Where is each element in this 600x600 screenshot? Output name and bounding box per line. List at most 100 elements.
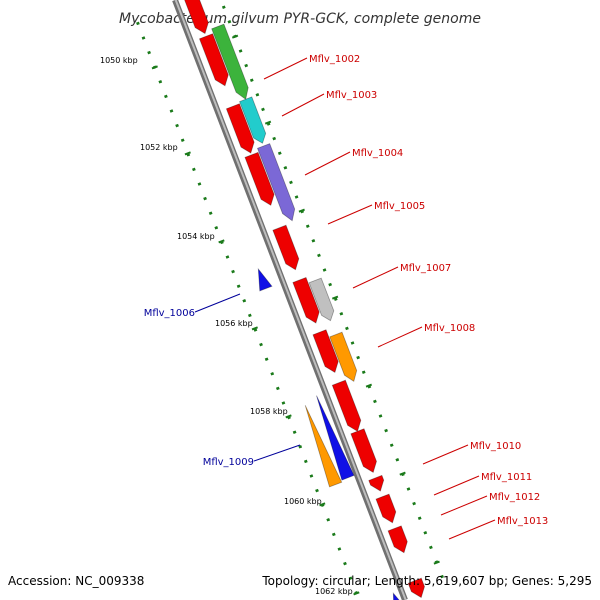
minor-tick (389, 443, 394, 447)
minor-tick (275, 386, 280, 391)
minor-tick (367, 385, 372, 389)
gene-label-mflv_1003[interactable]: Mflv_1003 (326, 90, 377, 101)
minor-tick (227, 20, 232, 24)
gene-feature-mflv_1008 (329, 331, 358, 382)
minor-tick (429, 545, 433, 550)
gene-feature-mflv_1003 (239, 96, 267, 144)
minor-tick (255, 93, 260, 97)
minor-tick (423, 531, 428, 535)
tick-label: 1052 kbp (140, 143, 178, 152)
minor-tick (305, 224, 310, 228)
minor-tick (219, 240, 224, 245)
cds-feature (184, 0, 209, 35)
tick-label: 1058 kbp (250, 407, 288, 416)
minor-tick (277, 151, 282, 155)
gene-label-mflv_1008[interactable]: Mflv_1008 (424, 323, 475, 334)
minor-tick (186, 153, 191, 157)
minor-tick (247, 313, 252, 318)
minor-tick (164, 94, 168, 99)
label-leader-line (352, 266, 399, 289)
minor-tick (333, 297, 338, 301)
minor-tick (169, 109, 174, 113)
minor-tick (303, 459, 308, 464)
gene-label-mflv_1006[interactable]: Mflv_1006 (144, 308, 195, 319)
label-leader-line (253, 444, 301, 462)
genome-title: Mycobacterium gilvum PYR-GCK, complete g… (119, 11, 481, 27)
cds-feature (198, 33, 229, 87)
minor-tick (331, 532, 336, 537)
minor-tick (233, 34, 237, 39)
gene-label-mflv_1004[interactable]: Mflv_1004 (352, 148, 403, 159)
gene-label-mflv_1011[interactable]: Mflv_1011 (481, 472, 532, 483)
minor-tick (249, 78, 254, 82)
gene-features (184, 0, 425, 600)
minor-tick (378, 414, 383, 418)
minor-tick (261, 107, 265, 112)
cds-feature (312, 329, 339, 374)
accession-text: Accession: NC_009338 (8, 574, 145, 588)
minor-tick (287, 415, 291, 420)
minor-tick (141, 36, 146, 40)
minor-tick (343, 561, 347, 566)
tick-label: 1060 kbp (284, 497, 322, 506)
gene-feature-mflv_1009 (304, 405, 343, 488)
cds-feature (387, 525, 408, 554)
tick-mark (184, 151, 191, 156)
minor-tick (270, 372, 275, 376)
label-leader-line (433, 475, 480, 496)
minor-tick (294, 195, 299, 199)
tick-label: 1062 kbp (315, 587, 353, 596)
minor-tick (283, 166, 288, 170)
minor-tick (309, 474, 314, 478)
minor-tick (311, 239, 316, 243)
label-leader-line (304, 151, 351, 176)
gene-label-mflv_1009[interactable]: Mflv_1009 (203, 457, 254, 468)
minor-tick (440, 574, 444, 579)
tick-label: 1054 kbp (177, 232, 215, 241)
gene-label-mflv_1010[interactable]: Mflv_1010 (470, 441, 521, 452)
minor-tick (348, 576, 353, 580)
minor-tick (328, 282, 333, 287)
minor-tick (434, 560, 439, 564)
gene-label-mflv_1007[interactable]: Mflv_1007 (400, 263, 451, 274)
cds-feature (331, 379, 362, 432)
label-leader-line (194, 293, 241, 313)
minor-tick (417, 516, 422, 520)
cds-feature (292, 276, 320, 324)
gene-labels: Mflv_1002 Mflv_1003 Mflv_1004 Mflv_1005 Mflv… (144, 54, 548, 540)
gene-label-mflv_1005[interactable]: Mflv_1005 (374, 201, 425, 212)
minor-tick (350, 341, 355, 345)
gene-label-mflv_1012[interactable]: Mflv_1012 (489, 492, 540, 503)
minor-tick (158, 80, 163, 84)
label-leader-line (377, 326, 423, 348)
minor-tick (300, 209, 305, 214)
cds-feature (272, 224, 300, 271)
minor-tick (221, 5, 226, 9)
minor-tick (266, 122, 271, 126)
topology-text: Topology: circular; Length: 5,619,607 bp… (262, 574, 592, 588)
minor-tick (264, 357, 269, 361)
minor-tick (345, 326, 349, 331)
minor-tick (322, 268, 327, 272)
minor-tick (298, 445, 303, 449)
gene-feature-mflv_1007 (308, 277, 335, 322)
cds-feature (407, 577, 425, 599)
cds-feature (368, 474, 385, 492)
minor-tick (175, 123, 179, 128)
minor-tick (192, 167, 196, 172)
tick-mark (331, 295, 339, 300)
gene-feature-mflv_1006 (257, 267, 273, 292)
gene-label-mflv_1013[interactable]: Mflv_1013 (497, 516, 548, 527)
cds-feature (375, 493, 397, 524)
minor-tick (244, 63, 249, 68)
label-leader-line (327, 204, 373, 225)
gene-label-mflv_1002[interactable]: Mflv_1002 (309, 54, 360, 65)
cds-feature (225, 103, 255, 154)
minor-tick (373, 399, 377, 404)
minor-tick (395, 458, 400, 462)
tick-label: 1056 kbp (215, 319, 253, 328)
backbone-highlight (174, 0, 407, 600)
minor-tick (292, 430, 297, 434)
label-leader-line (448, 519, 496, 540)
